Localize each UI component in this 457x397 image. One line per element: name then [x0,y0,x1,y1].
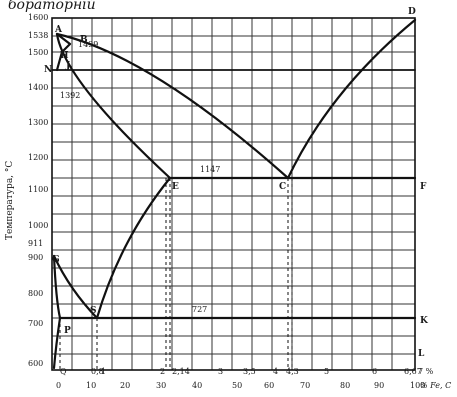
temp-tick-1200: 1200 [28,153,48,162]
carbon-tick-8: 4,3 [286,367,299,376]
liquidus-cd [286,18,417,180]
temp-tick-1538: 1538 [28,31,48,40]
x-axis-unit: % Fe, C [420,381,451,390]
temp-label-1147: 1147 [200,165,220,174]
temp-tick-900: 900 [28,253,43,262]
point-H: H [60,51,69,61]
fe-tick-50: 50 [232,381,242,390]
point-S: S [90,306,97,316]
temp-tick-600: 600 [28,359,43,368]
solidus-ae [55,32,172,180]
carbon-tick-4: 2,14 [172,367,190,376]
fe-ticks: 0 10 20 30 40 50 60 70 80 90 100 [56,381,425,390]
plot-frame [51,17,416,371]
point-J: J [65,61,70,71]
fe-tick-20: 20 [120,381,130,390]
temp-tick-1000: 1000 [28,221,48,230]
fe-tick-40: 40 [192,381,202,390]
carbon-tick-10: 6 [372,367,377,376]
temp-tick-1400: 1400 [28,83,48,92]
peritectic-line [55,32,72,46]
fe-tick-0: 0 [56,381,61,390]
carbon-tick-2: 1 [101,367,106,376]
header-fragment: бораторнiй [8,0,96,13]
temperature-ticks: 1600 1538 1500 1400 1300 1200 1100 1000 911 900 80… [28,13,48,368]
carbon-tick-5: 3 [218,367,223,376]
temp-tick-700: 700 [28,319,43,328]
fe-tick-60: 60 [264,381,274,390]
fe-tick-70: 70 [300,381,310,390]
temp-tick-1100: 1100 [28,185,48,194]
carbon-tick-0: Q [60,367,67,376]
gp-line [52,254,62,320]
point-labels: A B D E C F G S P K L NHJ [44,7,429,359]
fe-tick-10: 10 [86,381,96,390]
temp-tick-800: 800 [28,289,43,298]
fe-tick-80: 80 [340,381,350,390]
temp-label-1392: 1392 [60,91,80,100]
carbon-tick-7: 4 [273,367,278,376]
temp-tick-1500: 1500 [28,48,48,57]
point-B: B [80,35,88,45]
liquidus-ac [55,32,290,180]
carbon-tick-12: 7 % [418,367,434,376]
carbon-tick-11: 6,67 [404,367,422,376]
temp-tick-1300: 1300 [28,118,48,127]
nh-line [55,42,72,72]
carbon-ticks: Q 0,81 2 2,14 3 3,5 4 4,3 5 6 6,677 % [60,367,434,376]
carbon-tick-9: 5 [324,367,329,376]
point-A: A [54,25,63,35]
point-L: L [418,349,425,359]
pq-line [52,316,62,370]
temp-tick-1600: 1600 [28,13,48,22]
point-C: C [279,182,286,192]
carbon-tick-6: 3,5 [243,367,256,376]
gs-line [52,254,99,320]
carbon-tick-3: 2 [160,367,165,376]
point-P: P [64,326,71,336]
point-K: K [420,316,429,326]
fe-tick-90: 90 [374,381,384,390]
temp-label-1499: 1499 [78,40,98,49]
fe-tick-30: 30 [156,381,166,390]
temp-tick-911: 911 [28,239,43,248]
carbon-tick-1: 0,8 [91,367,104,376]
y-axis-label: Температура, °С [5,161,15,240]
temp-label-727: 727 [192,305,207,314]
fe-tick-100: 100 [410,381,425,390]
acm-line [95,176,172,320]
point-E: E [172,182,179,192]
guide-lines [59,178,293,370]
point-D: D [408,7,416,17]
point-G: G [52,255,60,265]
point-F: F [420,182,427,192]
point-N: N [44,65,52,75]
